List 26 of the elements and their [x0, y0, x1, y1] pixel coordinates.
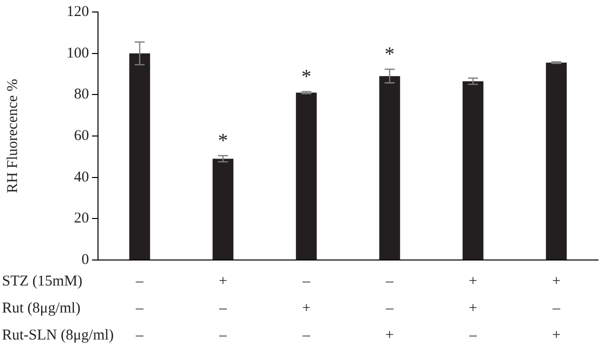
- text: STZ (15mM): [2, 273, 82, 290]
- x-tick-label: + + –: [468, 273, 478, 344]
- text: Rut (8μg/ml): [2, 300, 80, 316]
- bar: [296, 92, 317, 260]
- y-tick-label: 20: [74, 210, 89, 227]
- x-tick-label: + – –: [218, 273, 228, 344]
- bar: [546, 62, 567, 260]
- x-tick-label: – – –: [134, 273, 144, 344]
- text: Rut-SLN (8μg/ml): [2, 327, 114, 344]
- bar: [379, 76, 400, 260]
- annotation: *: [301, 66, 312, 88]
- y-axis-title: RH Fluorecence %: [4, 78, 21, 194]
- y-tick-label: 40: [74, 169, 89, 186]
- x-tick-label: – + –: [302, 273, 311, 344]
- y-tick-label: 100: [66, 45, 89, 62]
- annotation: *: [218, 130, 228, 152]
- x-tick-label: – – +: [384, 273, 394, 344]
- annotation: *: [384, 43, 395, 66]
- bar: [212, 158, 234, 260]
- y-tick-label: 0: [82, 252, 89, 268]
- y-tick-label: 60: [74, 128, 89, 144]
- bar: [129, 53, 150, 260]
- x-tick-label: + – +: [552, 273, 561, 344]
- bar: [462, 81, 484, 260]
- y-tick-label: 80: [74, 86, 89, 103]
- y-tick-label: 120: [66, 4, 89, 20]
